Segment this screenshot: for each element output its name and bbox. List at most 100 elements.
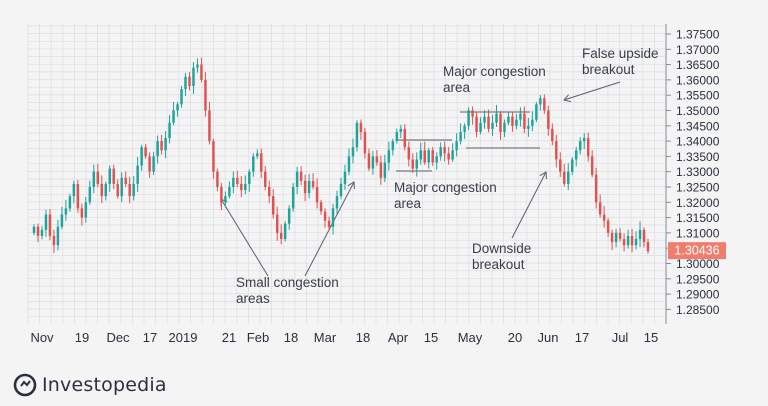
- candle-body: [92, 171, 96, 187]
- candle-body: [291, 187, 295, 209]
- candle-body: [343, 171, 347, 184]
- candle-body: [331, 208, 335, 227]
- x-tick-label: Dec: [106, 330, 130, 345]
- candle-body: [76, 183, 80, 209]
- y-tick-label: 1.32000: [676, 196, 720, 210]
- candle-body: [136, 165, 139, 184]
- candle-body: [567, 171, 570, 184]
- x-tick-label: 18: [356, 330, 370, 345]
- candle-body: [60, 214, 64, 227]
- candle-body: [275, 214, 279, 233]
- candle-body: [359, 122, 363, 132]
- candle-body: [299, 171, 303, 181]
- candle-body: [495, 113, 498, 123]
- candle-body: [443, 147, 446, 154]
- candle-body: [503, 122, 506, 132]
- y-tick-label: 1.29500: [676, 272, 720, 286]
- candle-body: [598, 202, 602, 215]
- annotation-major-congestion-top: Major congestion: [443, 64, 546, 79]
- x-axis: Nov 19 Dec 17 2019 21 Feb 18 Mar 18 Apr 15 May 20 Jun 1…: [30, 330, 658, 345]
- candle-body: [383, 162, 387, 178]
- candle-body: [379, 162, 383, 178]
- candle-body: [626, 235, 630, 246]
- candle-body: [634, 239, 638, 246]
- candle-body: [642, 229, 646, 243]
- callout-arrow-small-left: [220, 198, 269, 277]
- candle-body: [622, 239, 626, 246]
- x-tick-label: Feb: [247, 330, 269, 345]
- candle-body: [535, 104, 538, 120]
- candle-body: [252, 156, 255, 172]
- candle-body: [228, 187, 231, 197]
- candle-body: [471, 110, 474, 117]
- candle-body: [531, 119, 534, 126]
- candle-body: [112, 168, 115, 184]
- candle-body: [116, 183, 119, 197]
- candle-body: [371, 156, 375, 169]
- candle-body: [256, 153, 259, 157]
- candle-body: [499, 113, 502, 132]
- candle-body: [551, 128, 554, 142]
- candle-body: [232, 177, 235, 187]
- candle-body: [439, 147, 442, 157]
- candle-body: [279, 232, 283, 240]
- x-tick-label: 20: [508, 330, 522, 345]
- candle-body: [132, 183, 135, 197]
- y-tick-label: 1.29000: [676, 288, 720, 302]
- y-tick-label: 1.35500: [676, 89, 720, 103]
- candle-body: [602, 214, 606, 221]
- candle-body: [582, 138, 586, 142]
- candle-body: [479, 122, 482, 132]
- candle-body: [160, 141, 163, 151]
- arrowhead: [563, 94, 571, 103]
- annotation-major-congestion-bottom: area: [394, 196, 422, 211]
- candle-body: [571, 159, 574, 172]
- current-price-badge: [668, 242, 726, 260]
- candle-body: [172, 110, 175, 123]
- candle-body: [148, 156, 151, 172]
- annotation-small-congestion: Small congestion: [236, 275, 339, 290]
- candles: [32, 57, 650, 254]
- candle-body: [427, 150, 430, 163]
- candle-body: [36, 226, 40, 236]
- candle-body: [511, 116, 514, 126]
- candle-body: [319, 202, 323, 212]
- candle-body: [108, 168, 111, 184]
- candle-body: [164, 138, 167, 151]
- candle-body: [88, 187, 92, 203]
- candle-body: [339, 183, 343, 197]
- candle-body: [586, 138, 590, 157]
- candle-body: [260, 153, 263, 172]
- candle-body: [459, 131, 462, 142]
- investopedia-logo-icon: [13, 373, 37, 397]
- candle-body: [610, 232, 614, 243]
- y-tick-label: 1.37000: [676, 43, 720, 57]
- candle-body: [419, 150, 422, 160]
- candle-body: [638, 229, 642, 240]
- candle-body: [555, 141, 558, 160]
- y-tick-label: 1.28500: [676, 303, 720, 317]
- candle-body: [543, 98, 546, 111]
- candle-body: [455, 141, 458, 151]
- annotation-false-upside: False upside: [582, 46, 659, 61]
- callout-arrow-false-upside: [563, 81, 621, 101]
- candle-body: [196, 64, 199, 68]
- grid: [27, 24, 667, 324]
- candle-body: [248, 171, 251, 184]
- annotation-false-upside: breakout: [582, 62, 635, 77]
- candle-body: [411, 159, 415, 169]
- candle-body: [395, 131, 399, 142]
- y-tick-label: 1.31500: [676, 211, 720, 225]
- candle-body: [574, 150, 578, 160]
- candle-body: [180, 89, 183, 105]
- candle-body: [208, 110, 211, 142]
- candle-body: [618, 232, 622, 240]
- x-tick-label: 15: [424, 330, 438, 345]
- candle-body: [156, 141, 159, 157]
- candle-body: [48, 214, 52, 236]
- candle-body: [387, 150, 391, 163]
- candle-body: [355, 122, 359, 148]
- candle-body: [192, 67, 195, 87]
- candle-body: [367, 153, 371, 169]
